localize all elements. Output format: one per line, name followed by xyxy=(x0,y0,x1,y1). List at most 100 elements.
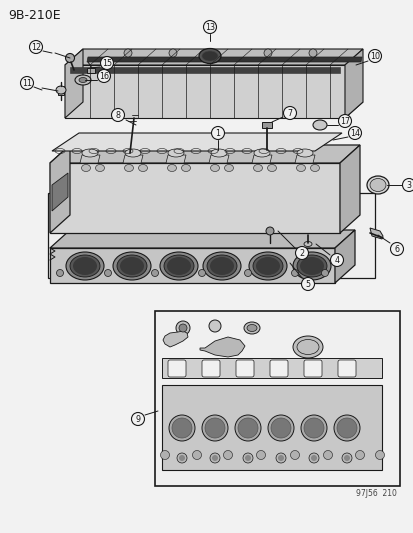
Circle shape xyxy=(343,455,349,461)
Circle shape xyxy=(277,455,283,461)
Circle shape xyxy=(389,243,403,255)
Ellipse shape xyxy=(255,257,279,275)
Text: 11: 11 xyxy=(22,78,32,87)
Circle shape xyxy=(211,126,224,140)
Text: 14: 14 xyxy=(349,128,359,138)
Polygon shape xyxy=(65,49,362,65)
Polygon shape xyxy=(369,228,382,239)
Ellipse shape xyxy=(66,252,104,280)
Circle shape xyxy=(204,418,224,438)
Polygon shape xyxy=(199,337,244,357)
Text: 8: 8 xyxy=(115,110,120,119)
Polygon shape xyxy=(166,155,185,163)
Text: 97J56  210: 97J56 210 xyxy=(355,489,396,498)
Text: 4: 4 xyxy=(334,255,339,264)
Ellipse shape xyxy=(210,165,219,172)
Circle shape xyxy=(308,453,318,463)
Polygon shape xyxy=(209,155,228,163)
Circle shape xyxy=(283,107,296,119)
Ellipse shape xyxy=(296,149,312,157)
Circle shape xyxy=(401,179,413,191)
Circle shape xyxy=(177,453,187,463)
Ellipse shape xyxy=(95,165,104,172)
Circle shape xyxy=(333,415,359,441)
Polygon shape xyxy=(50,145,70,233)
Circle shape xyxy=(211,455,218,461)
Circle shape xyxy=(124,49,132,57)
Ellipse shape xyxy=(73,257,97,275)
Circle shape xyxy=(178,324,187,332)
Text: 13: 13 xyxy=(204,22,214,31)
Ellipse shape xyxy=(199,49,221,63)
Circle shape xyxy=(321,270,328,277)
Circle shape xyxy=(368,50,380,62)
Circle shape xyxy=(56,270,63,277)
Circle shape xyxy=(348,126,361,140)
Circle shape xyxy=(375,450,384,459)
Polygon shape xyxy=(52,133,341,151)
Ellipse shape xyxy=(292,252,330,280)
Circle shape xyxy=(244,455,250,461)
Circle shape xyxy=(336,418,356,438)
Polygon shape xyxy=(48,193,374,278)
Polygon shape xyxy=(65,49,83,118)
Ellipse shape xyxy=(181,165,190,172)
Circle shape xyxy=(341,453,351,463)
Text: 15: 15 xyxy=(102,59,112,68)
Text: 10: 10 xyxy=(369,52,379,61)
Circle shape xyxy=(97,69,110,83)
Ellipse shape xyxy=(167,165,176,172)
Circle shape xyxy=(100,56,113,69)
Circle shape xyxy=(178,455,185,461)
Ellipse shape xyxy=(79,77,87,83)
Circle shape xyxy=(151,270,158,277)
Polygon shape xyxy=(339,145,359,233)
Text: 5: 5 xyxy=(305,279,310,288)
Text: 12: 12 xyxy=(31,43,41,52)
Circle shape xyxy=(303,418,323,438)
Ellipse shape xyxy=(166,257,190,275)
Ellipse shape xyxy=(243,322,259,334)
Circle shape xyxy=(203,20,216,34)
Circle shape xyxy=(223,450,232,459)
Ellipse shape xyxy=(366,176,388,194)
Ellipse shape xyxy=(267,165,276,172)
Circle shape xyxy=(271,418,290,438)
Circle shape xyxy=(235,415,260,441)
Polygon shape xyxy=(65,65,344,118)
Ellipse shape xyxy=(202,252,240,280)
Circle shape xyxy=(29,41,43,53)
Circle shape xyxy=(291,270,298,277)
Circle shape xyxy=(169,415,195,441)
Ellipse shape xyxy=(168,149,183,157)
Ellipse shape xyxy=(296,165,305,172)
Circle shape xyxy=(131,413,144,425)
Circle shape xyxy=(338,115,351,127)
Circle shape xyxy=(21,77,33,90)
Ellipse shape xyxy=(252,255,282,277)
Text: 3: 3 xyxy=(406,181,411,190)
Circle shape xyxy=(266,227,273,235)
Polygon shape xyxy=(80,155,100,163)
Ellipse shape xyxy=(247,325,256,332)
Ellipse shape xyxy=(224,165,233,172)
Ellipse shape xyxy=(211,149,226,157)
Circle shape xyxy=(256,450,265,459)
Text: 16: 16 xyxy=(99,71,109,80)
Ellipse shape xyxy=(206,255,236,277)
Polygon shape xyxy=(163,331,188,347)
Text: 17: 17 xyxy=(339,117,349,125)
Circle shape xyxy=(65,53,74,62)
Ellipse shape xyxy=(81,165,90,172)
Polygon shape xyxy=(70,67,339,73)
Circle shape xyxy=(176,321,190,335)
Ellipse shape xyxy=(369,179,385,191)
Text: 2: 2 xyxy=(299,248,304,257)
Circle shape xyxy=(244,270,251,277)
Ellipse shape xyxy=(120,257,144,275)
Ellipse shape xyxy=(82,149,98,157)
Text: 6: 6 xyxy=(394,245,399,254)
Polygon shape xyxy=(344,49,362,118)
Ellipse shape xyxy=(56,86,66,94)
Bar xyxy=(261,122,271,128)
